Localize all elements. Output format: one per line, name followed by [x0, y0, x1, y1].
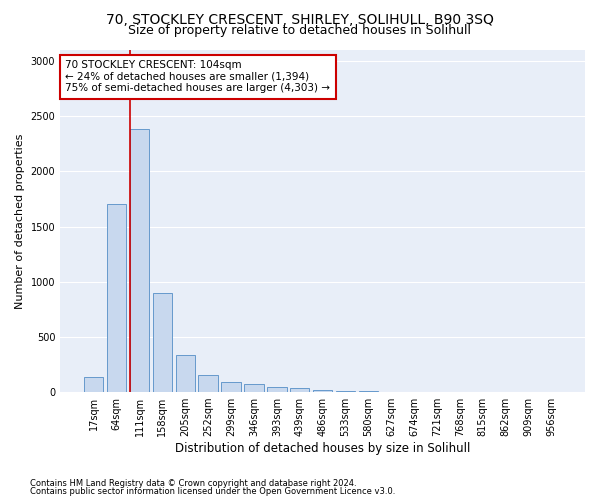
Bar [130, 130, 149, 392]
Bar [84, 376, 103, 392]
Bar [107, 204, 127, 392]
Bar [221, 382, 241, 392]
Text: 70, STOCKLEY CRESCENT, SHIRLEY, SOLIHULL, B90 3SQ: 70, STOCKLEY CRESCENT, SHIRLEY, SOLIHULL… [106, 12, 494, 26]
Bar [176, 354, 195, 392]
Bar [199, 375, 218, 392]
Text: Size of property relative to detached houses in Solihull: Size of property relative to detached ho… [128, 24, 472, 37]
Text: 70 STOCKLEY CRESCENT: 104sqm
← 24% of detached houses are smaller (1,394)
75% of: 70 STOCKLEY CRESCENT: 104sqm ← 24% of de… [65, 60, 331, 94]
Bar [152, 293, 172, 392]
Bar [359, 391, 378, 392]
Bar [244, 384, 263, 392]
Bar [336, 391, 355, 392]
Bar [267, 387, 287, 392]
X-axis label: Distribution of detached houses by size in Solihull: Distribution of detached houses by size … [175, 442, 470, 455]
Y-axis label: Number of detached properties: Number of detached properties [15, 134, 25, 308]
Text: Contains public sector information licensed under the Open Government Licence v3: Contains public sector information licen… [30, 487, 395, 496]
Bar [313, 390, 332, 392]
Bar [290, 388, 310, 392]
Text: Contains HM Land Registry data © Crown copyright and database right 2024.: Contains HM Land Registry data © Crown c… [30, 478, 356, 488]
